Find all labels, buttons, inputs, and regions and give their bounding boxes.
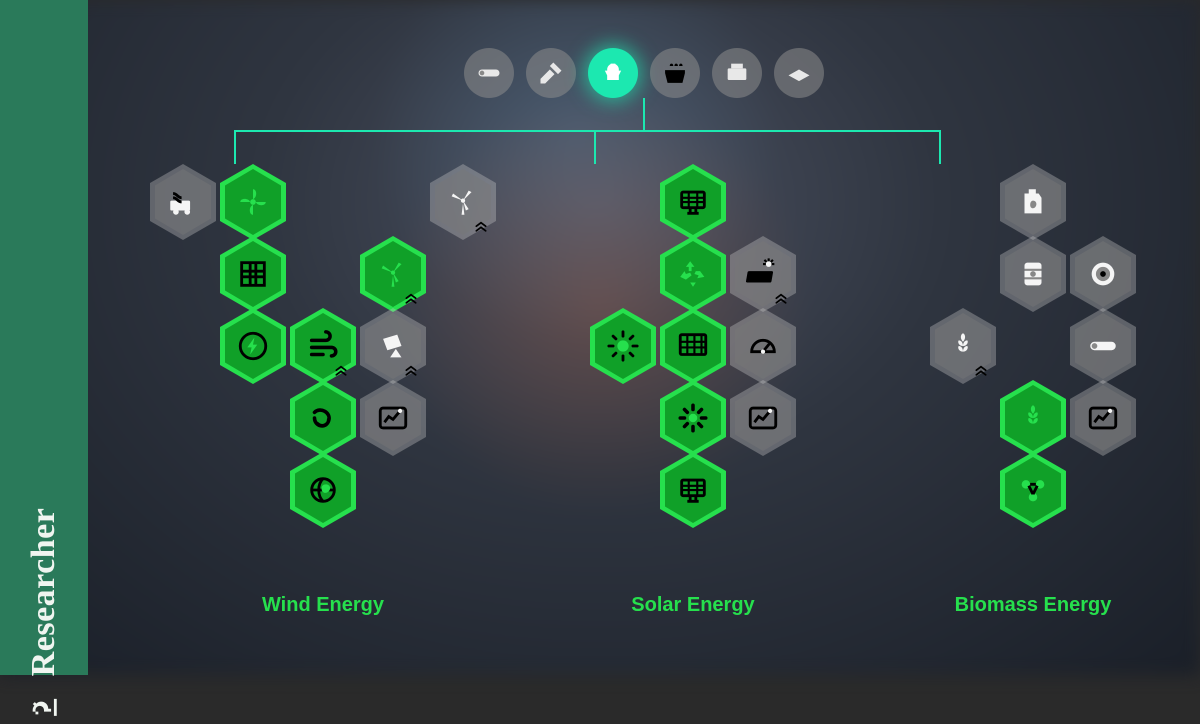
wind-chart-node[interactable] — [360, 380, 426, 456]
sun-icon — [606, 329, 640, 363]
microscope-icon — [27, 690, 61, 724]
chart-icon — [746, 401, 780, 435]
hay-roll-icon — [1086, 257, 1120, 291]
axe-icon — [537, 59, 565, 87]
materials-category[interactable] — [464, 48, 514, 98]
solar-chart-node[interactable] — [730, 380, 796, 456]
wind-power-node[interactable] — [220, 308, 286, 384]
wind-grid-node[interactable] — [220, 236, 286, 312]
upgrade-chevrons-icon — [774, 288, 788, 306]
wind-lines-icon — [306, 329, 340, 363]
connector-drop-biomass — [939, 130, 941, 164]
solar-branch-label: Solar Energy — [508, 594, 878, 617]
log-icon — [475, 59, 503, 87]
wind-swirl-node[interactable] — [290, 380, 356, 456]
log-node[interactable] — [1070, 308, 1136, 384]
sun-rays-icon — [676, 401, 710, 435]
solar-root-node[interactable] — [660, 452, 726, 528]
fan-node[interactable] — [220, 164, 286, 240]
research-tree-view: Wind Energy Solar Energy Biomass Energy — [88, 0, 1200, 675]
tools-category[interactable] — [526, 48, 576, 98]
wind-van-node[interactable] — [150, 164, 216, 240]
wheat-upgrade-node[interactable] — [930, 308, 996, 384]
connector-hbar — [235, 130, 940, 132]
upgrade-chevrons-icon — [404, 360, 418, 378]
log-icon — [1086, 329, 1120, 363]
wind-branch-label: Wind Energy — [138, 594, 508, 617]
chart-icon — [376, 401, 410, 435]
connector-drop-wind — [234, 130, 236, 164]
solar-array-node[interactable] — [730, 236, 796, 312]
category-row — [464, 48, 824, 98]
machine-icon — [723, 59, 751, 87]
sidebar: Researcher — [0, 0, 88, 675]
biomass-branch-label: Biomass Energy — [848, 594, 1200, 617]
energy-category[interactable] — [588, 48, 638, 98]
solar-panel-icon — [676, 473, 710, 507]
pot-icon — [661, 59, 689, 87]
wind-swirl-icon — [306, 401, 340, 435]
globe-leaf-icon — [306, 473, 340, 507]
wheat-icon — [946, 329, 980, 363]
fuel-can-node[interactable] — [1000, 164, 1066, 240]
barrel-icon — [1016, 257, 1050, 291]
barrel-node[interactable] — [1000, 236, 1066, 312]
sun-rays-node[interactable] — [660, 380, 726, 456]
cooking-category[interactable] — [650, 48, 700, 98]
wind-root-node[interactable] — [290, 452, 356, 528]
molecule-icon — [1016, 473, 1050, 507]
wind-spotlight-node[interactable] — [360, 308, 426, 384]
wheat-icon — [1016, 401, 1050, 435]
upgrade-chevrons-icon — [404, 288, 418, 306]
fuel-can-icon — [1016, 185, 1050, 219]
wind-turbine-upgrade-node[interactable] — [430, 164, 496, 240]
grid-icon — [236, 257, 270, 291]
fan-icon — [236, 185, 270, 219]
sun-node[interactable] — [590, 308, 656, 384]
solar-recycle-node[interactable] — [660, 236, 726, 312]
wheat-node[interactable] — [1000, 380, 1066, 456]
misc-category[interactable] — [774, 48, 824, 98]
bolt-circle-icon — [236, 329, 270, 363]
solar-panel-icon — [676, 185, 710, 219]
recycle-icon — [676, 257, 710, 291]
slab-icon — [785, 59, 813, 87]
hay-roll-node[interactable] — [1070, 236, 1136, 312]
solar-grid-node[interactable] — [660, 308, 726, 384]
solar-grid-icon — [676, 329, 710, 363]
solar-array-icon — [746, 257, 780, 291]
wind-turbine-icon — [376, 257, 410, 291]
gauge-node[interactable] — [730, 308, 796, 384]
machines-category[interactable] — [712, 48, 762, 98]
kettle-icon — [599, 59, 627, 87]
gauge-icon — [746, 329, 780, 363]
biomass-root-node[interactable] — [1000, 452, 1066, 528]
connector-line — [643, 98, 645, 130]
upgrade-chevrons-icon — [334, 360, 348, 378]
biomass-chart-node[interactable] — [1070, 380, 1136, 456]
wind-lines-node[interactable] — [290, 308, 356, 384]
spotlight-icon — [376, 329, 410, 363]
upgrade-chevrons-icon — [474, 216, 488, 234]
connector-drop-solar — [594, 130, 596, 164]
wind-turbine-node[interactable] — [360, 236, 426, 312]
chart-icon — [1086, 401, 1120, 435]
solar-panel-top-node[interactable] — [660, 164, 726, 240]
upgrade-chevrons-icon — [974, 360, 988, 378]
wind-turbine-icon — [446, 185, 480, 219]
wind-van-icon — [166, 185, 200, 219]
sidebar-label: Researcher — [25, 508, 63, 677]
